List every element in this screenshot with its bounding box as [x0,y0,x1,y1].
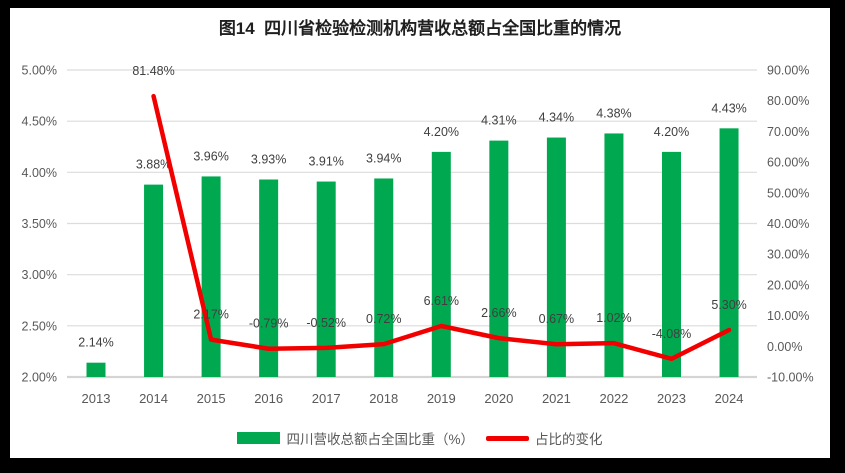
right-axis-tick: 30.00% [767,248,809,262]
line-series-swatch-icon [486,435,529,441]
x-axis-label: 2022 [599,391,628,406]
line-value-label: 0.72% [366,312,401,326]
x-axis-label: 2015 [197,391,226,406]
legend-line-label: 占比的变化 [535,432,603,447]
bar-2016 [259,179,279,377]
legend-bar-label: 四川营收总额占全国比重（%） [286,432,474,447]
bar-value-label: 3.94% [366,151,401,165]
line-value-label: -0.79% [249,317,289,331]
x-axis-label: 2021 [542,391,571,406]
bar-value-label: 3.96% [193,149,228,163]
x-axis-label: 2023 [657,391,686,406]
chart-title: 图14 四川省检验检测机构营收总额占全国比重的情况 [218,19,622,38]
right-axis-tick: 0.00% [767,340,802,354]
right-axis-tick: -10.00% [767,371,814,385]
line-value-label: 2.17% [193,308,228,322]
chart-canvas: 图14 四川省检验检测机构营收总额占全国比重的情况 5.00% 4.50% 4.00… [10,8,830,458]
left-axis-tick: 4.00% [22,166,57,180]
left-axis-tick: 2.50% [22,319,57,333]
x-axis-label: 2020 [484,391,513,406]
bar-value-label: 4.43% [711,101,746,115]
bar-2023 [662,151,681,377]
left-axis-tick: 3.50% [22,217,57,231]
bar-value-label: 4.20% [424,125,459,139]
bar-value-label: 3.88% [136,158,171,172]
bar-2018 [374,178,394,377]
left-axis-tick: 4.50% [22,115,57,129]
x-axis-label: 2014 [139,391,168,406]
bar-2017 [316,181,336,377]
right-axis-tick: 60.00% [767,156,809,170]
line-value-label: 0.67% [539,312,574,326]
x-axis-label: 2013 [82,391,111,406]
x-axis-label: 2017 [312,391,341,406]
legend: 四川营收总额占全国比重（%） 占比的变化 [10,428,830,448]
bar-2022 [604,133,624,377]
bar-value-label: 4.34% [539,111,574,125]
bar-2024 [719,128,739,377]
line-value-label: -0.52% [306,316,346,330]
bar-2015 [201,176,221,377]
line-value-label: 1.02% [596,311,631,325]
bar-value-label: 4.38% [596,106,631,120]
legend-item-bar-series: 四川营收总额占全国比重（%） [237,428,474,448]
bar-series-swatch-icon [237,432,281,444]
left-axis-tick: 5.00% [22,64,57,78]
bar-2020 [489,140,509,377]
x-axis-label: 2016 [254,391,283,406]
right-axis-tick: 80.00% [767,94,809,108]
bar-2014 [144,184,164,377]
line-value-label: 81.48% [132,64,174,78]
bar-2013 [86,362,106,377]
plot-area: 5.00% 4.50% 4.00% 3.50% 3.00% 2.50% 2.00% 90.00… [22,64,814,407]
bar-2021 [546,137,566,377]
x-axis-label: 2024 [715,391,744,406]
bar-2019 [431,151,451,377]
change-line [151,93,732,362]
right-axis-tick: 50.00% [767,186,809,200]
right-axis-tick: 10.00% [767,309,809,323]
bar-value-label: 2.14% [78,336,113,350]
bar-value-label: 4.20% [654,125,689,139]
left-axis-tick: 2.00% [22,371,57,385]
x-axis-label: 2019 [427,391,456,406]
legend-item-line-series: 占比的变化 [486,428,603,448]
line-value-label: 5.30% [711,298,746,312]
bar-value-label: 3.91% [308,155,343,169]
right-axis-tick: 90.00% [767,64,809,78]
bar-value-label: 4.31% [481,114,516,128]
right-axis-tick: 40.00% [767,217,809,231]
bar-value-label: 3.93% [251,152,286,166]
right-axis-tick: 70.00% [767,125,809,139]
line-value-label: 2.66% [481,306,516,320]
line-value-label: -4.08% [652,327,692,341]
right-axis-tick: 20.00% [767,278,809,292]
x-axis-label: 2018 [369,391,398,406]
line-value-label: 6.61% [424,294,459,308]
left-axis-tick: 3.00% [22,268,57,282]
